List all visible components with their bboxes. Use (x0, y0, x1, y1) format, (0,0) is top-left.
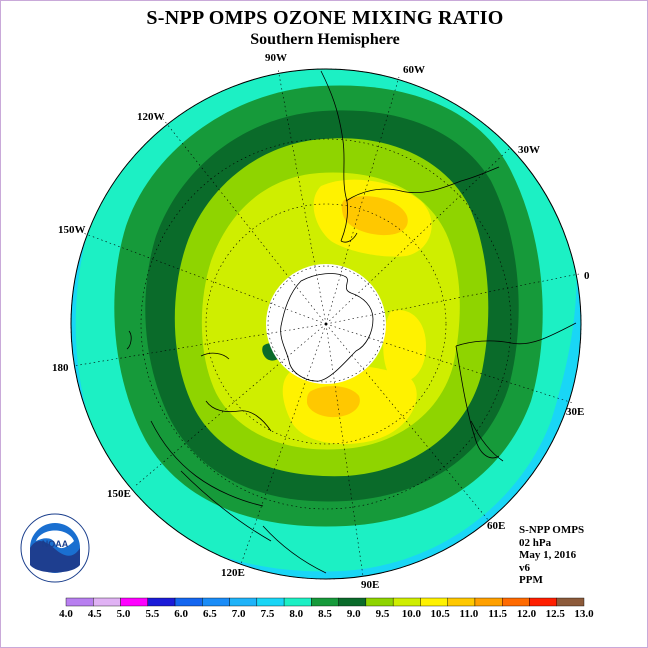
colorbar-tick-label: 6.5 (203, 608, 217, 620)
colorbar-tick-label: 5.0 (117, 608, 131, 620)
colorbar-swatch (256, 597, 285, 607)
map-info-panel: S-NPP OMPS 02 hPa May 1, 2016 v6 PPM (519, 524, 584, 587)
colorbar-tick-label: 10.0 (402, 608, 422, 620)
colorbar-swatch (147, 597, 176, 607)
colorbar-tick-label: 13.0 (574, 608, 594, 620)
ozone-band-orange-north (341, 196, 408, 236)
info-units: PPM (519, 574, 543, 586)
lon-label-60w: 60W (403, 64, 425, 76)
lon-label-60e: 60E (487, 520, 505, 532)
colorbar-swatch (65, 597, 94, 607)
colorbar-tick-label: 8.0 (289, 608, 303, 620)
colorbar-swatch (120, 597, 148, 607)
colorbar-tick-label: 12.5 (546, 608, 566, 620)
colorbar-swatch (365, 597, 394, 607)
map-outline (70, 68, 582, 580)
lon-label-90w: 90W (265, 52, 287, 64)
noaa-logo-icon: NOAA (20, 513, 90, 583)
colorbar-swatch (556, 597, 585, 607)
colorbar-tick-label: 11.5 (488, 608, 507, 620)
colorbar: 4.0 4.5 5.0 5.5 6.0 6.5 7.0 7.5 8.0 8.5 9.0 9.5 10.0… (59, 597, 594, 620)
colorbar-swatch (502, 597, 530, 607)
colorbar-swatch (392, 597, 421, 607)
colorbar-swatch (474, 597, 503, 607)
info-date: May 1, 2016 (519, 549, 577, 561)
colorbar-swatch (174, 597, 203, 607)
colorbar-tick-label: 4.5 (88, 608, 102, 620)
lon-label-180: 180 (52, 362, 69, 374)
colorbar-tick-label: 5.5 (145, 608, 159, 620)
colorbar-swatch (311, 597, 339, 607)
colorbar-swatch (420, 597, 448, 607)
colorbar-tick-label: 7.5 (261, 608, 275, 620)
colorbar-tick-label: 10.5 (430, 608, 450, 620)
colorbar-tick-label: 8.5 (318, 608, 332, 620)
lon-label-30e: 30E (566, 406, 584, 418)
colorbar-swatch (529, 597, 557, 607)
lon-label-90e: 90E (361, 579, 379, 591)
info-version: v6 (519, 561, 530, 574)
colorbar-swatch (202, 597, 230, 607)
colorbar-tick-label: 11.0 (460, 608, 479, 620)
colorbar-tick-label: 9.5 (376, 608, 390, 620)
ozone-band-orange-south (306, 386, 360, 418)
ozone-field (71, 69, 581, 579)
info-level: 02 hPa (519, 536, 552, 549)
colorbar-swatch (93, 597, 121, 607)
lon-label-150w: 150W (58, 224, 86, 236)
coastlines (126, 70, 577, 574)
longitude-labels: 90W 60W 30W 0 30E 60E 90E 120E 150E 180 … (52, 52, 590, 591)
colorbar-swatch (229, 597, 258, 607)
colorbar-swatch (338, 597, 367, 607)
lon-label-120e: 120E (221, 567, 245, 579)
colorbar-tick-label: 6.0 (174, 608, 188, 620)
map-subtitle: Southern Hemisphere (250, 31, 400, 48)
lon-label-0: 0 (584, 270, 590, 282)
lon-label-30w: 30W (518, 144, 540, 156)
pole-dot (324, 322, 328, 326)
noaa-logo-text: NOAA (42, 539, 69, 549)
lon-label-120w: 120W (137, 111, 165, 123)
colorbar-tick-label: 9.0 (347, 608, 361, 620)
lon-label-150e: 150E (107, 488, 131, 500)
map-title: S-NPP OMPS OZONE MIXING RATIO (146, 7, 504, 29)
colorbar-tick-label: 7.0 (232, 608, 246, 620)
colorbar-swatch (283, 597, 312, 607)
ozone-band-yellow-east (383, 310, 426, 382)
info-instrument: S-NPP OMPS (519, 524, 585, 536)
colorbar-tick-label: 4.0 (59, 608, 73, 620)
colorbar-swatch (447, 597, 476, 607)
colorbar-tick-label: 12.0 (517, 608, 537, 620)
